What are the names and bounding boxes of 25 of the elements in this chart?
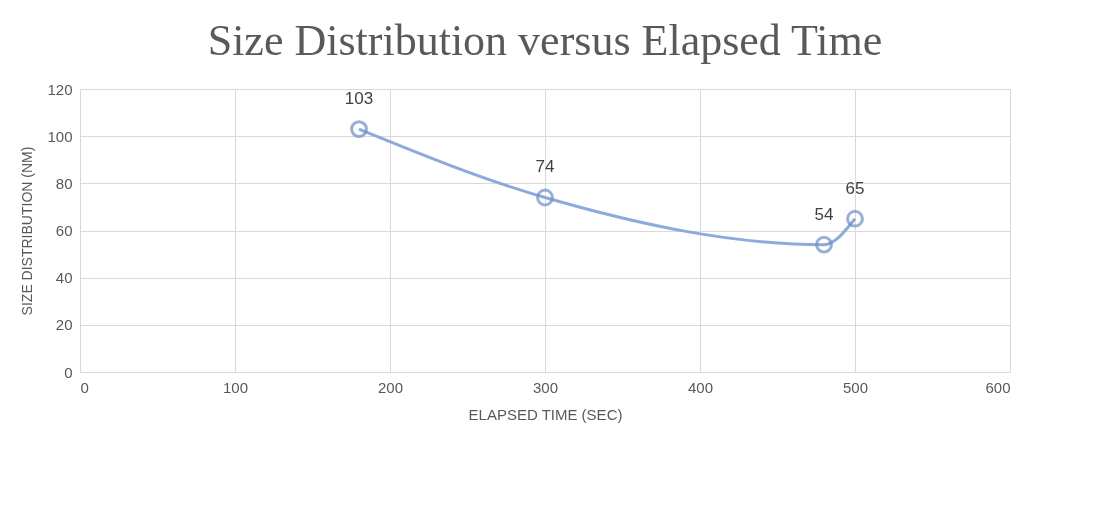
data-label: 54 bbox=[814, 204, 834, 224]
data-label: 103 bbox=[344, 89, 374, 109]
x-tick-label: 600 bbox=[985, 378, 1011, 396]
x-tick-label: 300 bbox=[532, 378, 559, 396]
point bbox=[846, 209, 864, 228]
y-tick-label: 40 bbox=[55, 269, 73, 287]
x-tick-label: 400 bbox=[687, 378, 714, 396]
y-tick-label: 120 bbox=[47, 80, 73, 98]
y-tick-label: 0 bbox=[64, 363, 73, 381]
y-tick-label: 20 bbox=[55, 316, 73, 334]
x-tick-label: 200 bbox=[377, 378, 404, 396]
y-axis-title: SIZE DISTRIBUTION (NM) bbox=[19, 146, 36, 316]
x-tick-label: 100 bbox=[222, 378, 249, 396]
x-tick-label: 0 bbox=[80, 378, 89, 396]
y-tick-label: 80 bbox=[55, 174, 73, 192]
chart-title: Size Distribution versus Elapsed Time bbox=[207, 16, 883, 65]
point bbox=[350, 120, 368, 138]
x-axis-title: ELAPSED TIME (SEC) bbox=[468, 405, 623, 423]
y-tick-label: 100 bbox=[47, 127, 73, 145]
point bbox=[536, 188, 554, 207]
point bbox=[815, 235, 833, 254]
data-label: 65 bbox=[845, 178, 865, 198]
data-label: 74 bbox=[535, 157, 555, 177]
y-tick-label: 60 bbox=[55, 222, 73, 239]
x-tick-label: 500 bbox=[842, 378, 869, 396]
